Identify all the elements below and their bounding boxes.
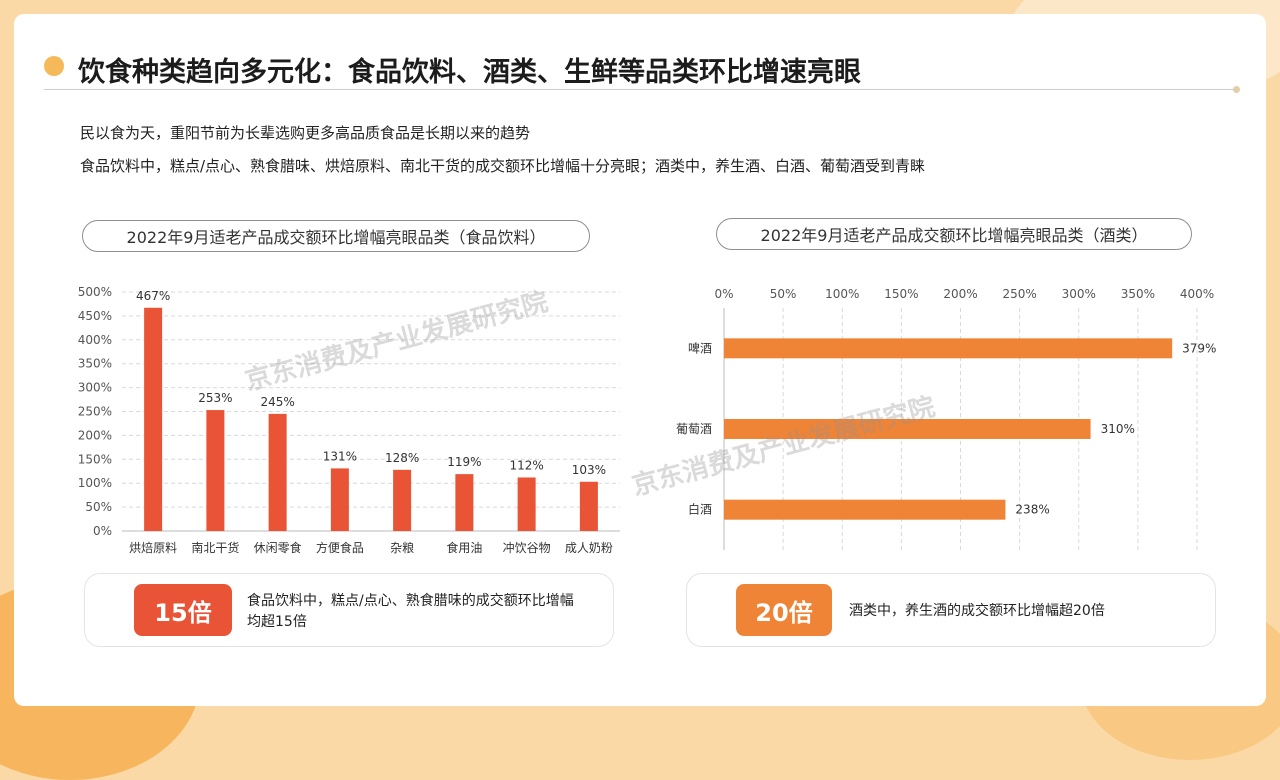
food-bar-value-label: 467% xyxy=(136,289,170,303)
food-bar-value-label: 128% xyxy=(385,451,419,465)
liquor-bar xyxy=(724,419,1091,439)
food-category-label: 食用油 xyxy=(446,540,482,555)
food-annotation-box xyxy=(84,573,614,647)
page-title: 饮食种类趋向多元化：食品饮料、酒类、生鲜等品类环比增速亮眼 xyxy=(78,57,861,88)
title-divider xyxy=(44,89,1234,90)
food-bar-value-label: 253% xyxy=(198,391,232,405)
food-bar-value-label: 245% xyxy=(260,395,294,409)
food-category-label: 烘焙原料 xyxy=(129,540,177,555)
food-category-label: 成人奶粉 xyxy=(565,541,613,555)
liquor-chart-title: 2022年9月适老产品成交额环比增幅亮眼品类（酒类） xyxy=(716,218,1192,250)
liquor-category-label: 白酒 xyxy=(688,502,712,517)
y-tick-label: 250% xyxy=(78,405,112,419)
y-tick-label: 100% xyxy=(78,476,112,490)
food-bar-value-label: 112% xyxy=(509,458,543,472)
liquor-multiple-badge: 20倍 xyxy=(736,584,832,636)
x-tick-label: 350% xyxy=(1121,287,1155,301)
liquor-category-label: 葡萄酒 xyxy=(676,422,712,436)
y-tick-label: 0% xyxy=(93,524,112,538)
food-bar xyxy=(393,469,412,531)
food-category-label: 方便食品 xyxy=(316,540,364,555)
food-annotation-text: 食品饮料中，糕点/点心、熟食腊味的成交额环比增幅均超15倍 xyxy=(247,593,574,630)
intro-line-1: 民以食为天，重阳节前为长辈选购更多高品质食品是长期以来的趋势 xyxy=(80,124,531,142)
liquor-bar-value-label: 238% xyxy=(1015,503,1049,517)
food-bar-value-label: 131% xyxy=(323,449,357,463)
x-tick-label: 200% xyxy=(943,287,977,301)
y-tick-label: 150% xyxy=(78,452,112,466)
y-tick-label: 350% xyxy=(78,357,112,371)
x-tick-label: 100% xyxy=(825,287,859,301)
liquor-bar xyxy=(724,499,1006,520)
food-category-label: 休闲零食 xyxy=(254,540,302,555)
food-chart-title: 2022年9月适老产品成交额环比增幅亮眼品类（食品饮料） xyxy=(82,220,590,252)
liquor-category-label: 啤酒 xyxy=(688,340,712,355)
divider-end-dot xyxy=(1233,86,1240,93)
liquor-bar-value-label: 310% xyxy=(1101,422,1135,436)
x-tick-label: 50% xyxy=(770,287,797,301)
intro-line-2: 食品饮料中，糕点/点心、熟食腊味、烘焙原料、南北干货的成交额环比增幅十分亮眼；酒… xyxy=(80,157,926,175)
food-bar xyxy=(455,474,474,531)
food-bar xyxy=(579,481,598,531)
liquor-bar xyxy=(724,338,1173,359)
y-tick-label: 450% xyxy=(78,309,112,323)
food-bar xyxy=(206,410,225,531)
y-tick-label: 300% xyxy=(78,381,112,395)
food-category-label: 杂粮 xyxy=(390,540,414,555)
liquor-annotation-text: 酒类中，养生酒的成交额环比增幅超20倍 xyxy=(849,603,1105,619)
x-tick-label: 150% xyxy=(884,287,918,301)
food-bar xyxy=(330,468,349,531)
title-bullet-icon xyxy=(44,56,64,76)
watermark-text: 京东消费及产业发展研究院 xyxy=(242,286,551,397)
food-multiple-badge: 15倍 xyxy=(134,584,232,636)
y-tick-label: 200% xyxy=(78,428,112,442)
y-tick-label: 400% xyxy=(78,333,112,347)
x-tick-label: 0% xyxy=(714,287,733,301)
liquor-bar-value-label: 379% xyxy=(1182,341,1216,355)
liquor-annotation-box xyxy=(686,573,1216,647)
food-category-label: 冲饮谷物 xyxy=(503,540,551,555)
food-category-label: 南北干货 xyxy=(191,540,239,555)
y-tick-label: 50% xyxy=(85,500,112,514)
food-bar-value-label: 103% xyxy=(572,463,606,477)
x-tick-label: 250% xyxy=(1002,287,1036,301)
food-bar xyxy=(144,307,163,531)
food-bar xyxy=(517,477,536,531)
x-tick-label: 300% xyxy=(1062,287,1096,301)
charts-canvas: 0% 50% 100% 150% 200% 250% 300% 350% 400% 450% 500… xyxy=(78,285,1217,555)
y-tick-label: 500% xyxy=(78,285,112,299)
food-bar-value-label: 119% xyxy=(447,455,481,469)
food-bar xyxy=(268,413,287,531)
x-tick-label: 400% xyxy=(1180,287,1214,301)
